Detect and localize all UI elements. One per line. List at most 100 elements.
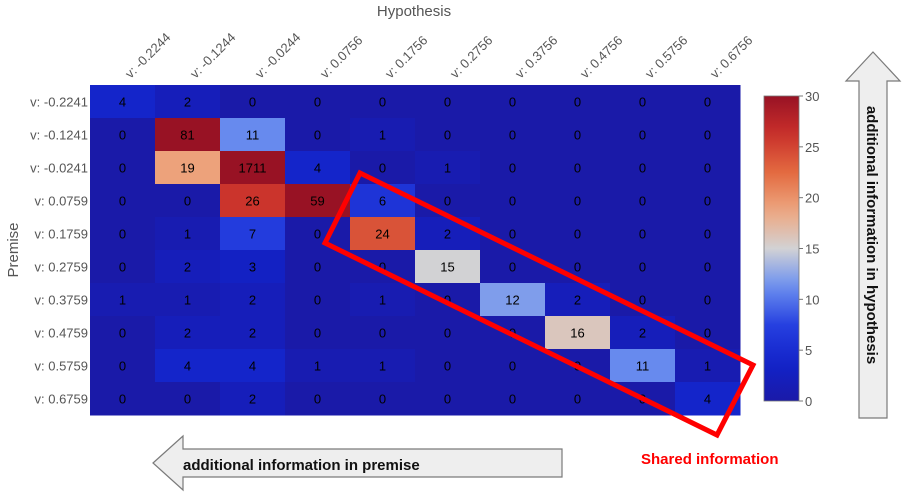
heatmap-cell bbox=[610, 250, 676, 284]
cell-value-label: 0 bbox=[704, 128, 711, 143]
heatmap-cell bbox=[220, 349, 286, 383]
cell-value-label: 1 bbox=[444, 161, 451, 176]
colorbar-tick-label: 0 bbox=[805, 394, 812, 409]
heatmap-cell bbox=[675, 250, 741, 284]
heatmap-cell bbox=[415, 217, 481, 251]
heatmap-cell bbox=[610, 118, 676, 152]
x-tick-label: v: 0.4756 bbox=[577, 33, 625, 81]
heatmap-cell bbox=[350, 349, 416, 383]
heatmap-cell bbox=[480, 151, 546, 185]
heatmap-cell bbox=[155, 349, 221, 383]
cell-value-label: 0 bbox=[704, 95, 711, 110]
hypothesis-arrow-shape bbox=[844, 51, 902, 419]
cell-value-label: 0 bbox=[639, 293, 646, 308]
cell-value-label: 2 bbox=[639, 326, 646, 341]
x-tick-label: v: -0.0244 bbox=[252, 30, 303, 81]
heatmap-cell bbox=[675, 85, 741, 119]
heatmap-cell bbox=[220, 118, 286, 152]
cell-value-label: 2 bbox=[184, 95, 191, 110]
cell-value-label: 0 bbox=[574, 161, 581, 176]
cell-value-label: 0 bbox=[509, 161, 516, 176]
shared-information-label: Shared information bbox=[641, 451, 779, 468]
cell-value-label: 0 bbox=[704, 326, 711, 341]
heatmap-cell bbox=[220, 283, 286, 317]
cell-value-label: 0 bbox=[509, 227, 516, 242]
colorbar: 0 5 10 15 20 25 30 bbox=[763, 89, 819, 409]
heatmap-cell bbox=[350, 118, 416, 152]
cell-value-label: 0 bbox=[639, 194, 646, 209]
premise-arrow-label: additional information in premise bbox=[183, 457, 420, 474]
cell-value-label: 7 bbox=[249, 227, 256, 242]
heatmap-cell bbox=[285, 316, 351, 350]
heatmap-cell bbox=[155, 118, 221, 152]
cell-value-label: 12 bbox=[505, 293, 519, 308]
cell-value-label: 0 bbox=[509, 95, 516, 110]
cell-value-label: 0 bbox=[379, 326, 386, 341]
colorbar-tick-label: 25 bbox=[805, 140, 819, 155]
heatmap-cell bbox=[350, 85, 416, 119]
cell-value-label: 0 bbox=[444, 392, 451, 407]
cell-value-label: 1711 bbox=[239, 161, 267, 176]
cell-value-label: 15 bbox=[440, 260, 454, 275]
cell-value-label: 0 bbox=[314, 392, 321, 407]
heatmap-cell bbox=[610, 85, 676, 119]
cell-value-label: 0 bbox=[314, 260, 321, 275]
cell-value-label: 4 bbox=[249, 359, 256, 374]
cell-value-label: 0 bbox=[444, 359, 451, 374]
heatmap-cell bbox=[415, 349, 481, 383]
heatmap-cell bbox=[415, 85, 481, 119]
heatmap-cell bbox=[350, 217, 416, 251]
cell-value-label: 0 bbox=[509, 260, 516, 275]
heatmap-cell bbox=[285, 250, 351, 284]
heatmap-cell bbox=[90, 184, 156, 218]
heatmap-cell bbox=[545, 85, 611, 119]
cell-value-label: 0 bbox=[314, 293, 321, 308]
heatmap-cell bbox=[285, 283, 351, 317]
colorbar-tick-label: 10 bbox=[805, 292, 819, 307]
cell-value-label: 4 bbox=[119, 95, 126, 110]
cell-value-label: 0 bbox=[704, 161, 711, 176]
cell-value-label: 0 bbox=[639, 95, 646, 110]
heatmap-cell bbox=[220, 217, 286, 251]
heatmap-cell bbox=[155, 316, 221, 350]
cell-value-label: 0 bbox=[184, 194, 191, 209]
cell-value-label: 0 bbox=[119, 227, 126, 242]
cell-value-label: 2 bbox=[249, 293, 256, 308]
cell-value-label: 1 bbox=[184, 227, 191, 242]
cell-value-label: 1 bbox=[119, 293, 126, 308]
heatmap-cell bbox=[90, 382, 156, 416]
x-tick-label: v: 0.2756 bbox=[447, 33, 495, 81]
cell-value-label: 0 bbox=[444, 128, 451, 143]
y-tick-label: v: -0.0241 bbox=[30, 161, 88, 176]
cell-value-label: 0 bbox=[249, 95, 256, 110]
cell-value-label: 0 bbox=[444, 95, 451, 110]
heatmap-cell bbox=[480, 382, 546, 416]
x-tick-label: v: -0.1244 bbox=[187, 30, 238, 81]
heatmap-cell bbox=[675, 283, 741, 317]
y-tick-labels: v: -0.2241 v: -0.1241 v: -0.0241 v: 0.0759 v… bbox=[30, 95, 88, 407]
cell-value-label: 0 bbox=[704, 194, 711, 209]
cell-value-label: 1 bbox=[379, 293, 386, 308]
cell-value-label: 0 bbox=[314, 95, 321, 110]
heatmap-cells bbox=[90, 85, 741, 416]
cell-value-label: 0 bbox=[704, 293, 711, 308]
heatmap-cell bbox=[415, 118, 481, 152]
x-tick-label: v: 0.3756 bbox=[512, 33, 560, 81]
cell-value-label: 0 bbox=[119, 128, 126, 143]
heatmap-cell bbox=[415, 283, 481, 317]
cell-value-label: 0 bbox=[639, 260, 646, 275]
heatmap-cell bbox=[480, 184, 546, 218]
x-tick-label: v: 0.0756 bbox=[317, 33, 365, 81]
cell-value-label: 0 bbox=[444, 293, 451, 308]
hypothesis-arrow-label: additional information in hypothesis bbox=[863, 106, 880, 364]
cell-value-label: 0 bbox=[574, 95, 581, 110]
cell-value-label: 0 bbox=[119, 194, 126, 209]
heatmap-cell bbox=[220, 250, 286, 284]
cell-value-label: 0 bbox=[509, 392, 516, 407]
cell-value-label: 11 bbox=[246, 128, 260, 143]
cell-value-label: 2 bbox=[249, 326, 256, 341]
cell-value-label: 1 bbox=[314, 359, 321, 374]
cell-value-label: 1 bbox=[184, 293, 191, 308]
y-tick-label: v: 0.1759 bbox=[35, 227, 89, 242]
heatmap-cell bbox=[220, 85, 286, 119]
